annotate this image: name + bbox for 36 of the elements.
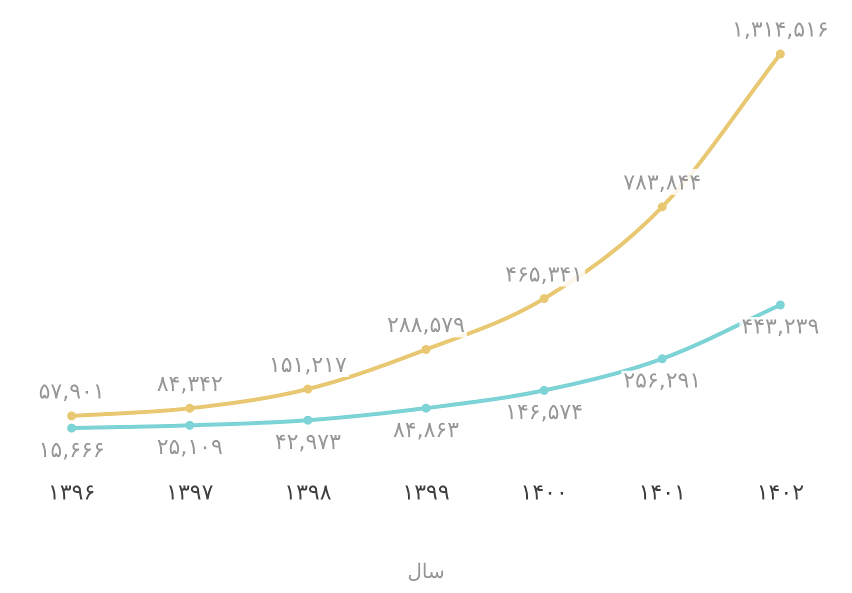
point bbox=[67, 411, 76, 420]
point bbox=[540, 386, 549, 395]
x-tick-label: ۱۳۹۷ bbox=[166, 480, 214, 506]
point bbox=[422, 404, 430, 413]
point bbox=[658, 202, 667, 212]
point bbox=[658, 354, 667, 364]
x-axis-title: سال bbox=[407, 559, 445, 584]
x-tick-label: ۱۴۰۲ bbox=[756, 480, 804, 506]
data-label: ۲۵,۱۰۹ bbox=[156, 435, 223, 460]
point bbox=[67, 424, 76, 433]
data-label: ۱۵۱,۲۱۷ bbox=[268, 352, 347, 378]
point bbox=[303, 384, 312, 394]
data-label: ۱۴۶,۵۷۴ bbox=[505, 400, 584, 426]
data-label: ۴۶۵,۳۴۱ bbox=[505, 262, 584, 288]
point bbox=[185, 404, 194, 413]
point bbox=[185, 420, 194, 430]
x-tick-label: ۱۳۹۹ bbox=[402, 480, 450, 506]
data-label: ۸۴,۸۶۳ bbox=[392, 418, 460, 443]
data-label: ۵۷,۹۰۱ bbox=[38, 380, 105, 405]
data-label: ۴۴۳,۲۳۹ bbox=[741, 314, 820, 340]
point bbox=[776, 300, 785, 310]
data-label: ۲۵۶,۲۹۱ bbox=[623, 368, 702, 394]
data-label: ۲۸۸,۵۷۹ bbox=[387, 313, 465, 338]
x-tick-label: ۱۴۰۱ bbox=[638, 480, 686, 506]
data-label: ۱۵,۶۶۶ bbox=[38, 438, 105, 463]
point bbox=[303, 416, 312, 425]
x-tick-label: ۱۳۹۶ bbox=[48, 480, 96, 506]
data-label: ۷۸۳,۸۴۴ bbox=[623, 170, 702, 196]
point bbox=[540, 294, 549, 304]
data-label: ۴۲,۹۷۳ bbox=[274, 430, 342, 455]
data-label: ۱,۳۱۴,۵۱۶ bbox=[732, 18, 829, 43]
point bbox=[776, 50, 785, 58]
data-label: ۸۴,۳۴۲ bbox=[156, 372, 223, 398]
x-tick-label: ۱۳۹۸ bbox=[284, 480, 332, 506]
x-tick-label: ۱۴۰۰ bbox=[520, 480, 568, 506]
point bbox=[422, 344, 430, 354]
